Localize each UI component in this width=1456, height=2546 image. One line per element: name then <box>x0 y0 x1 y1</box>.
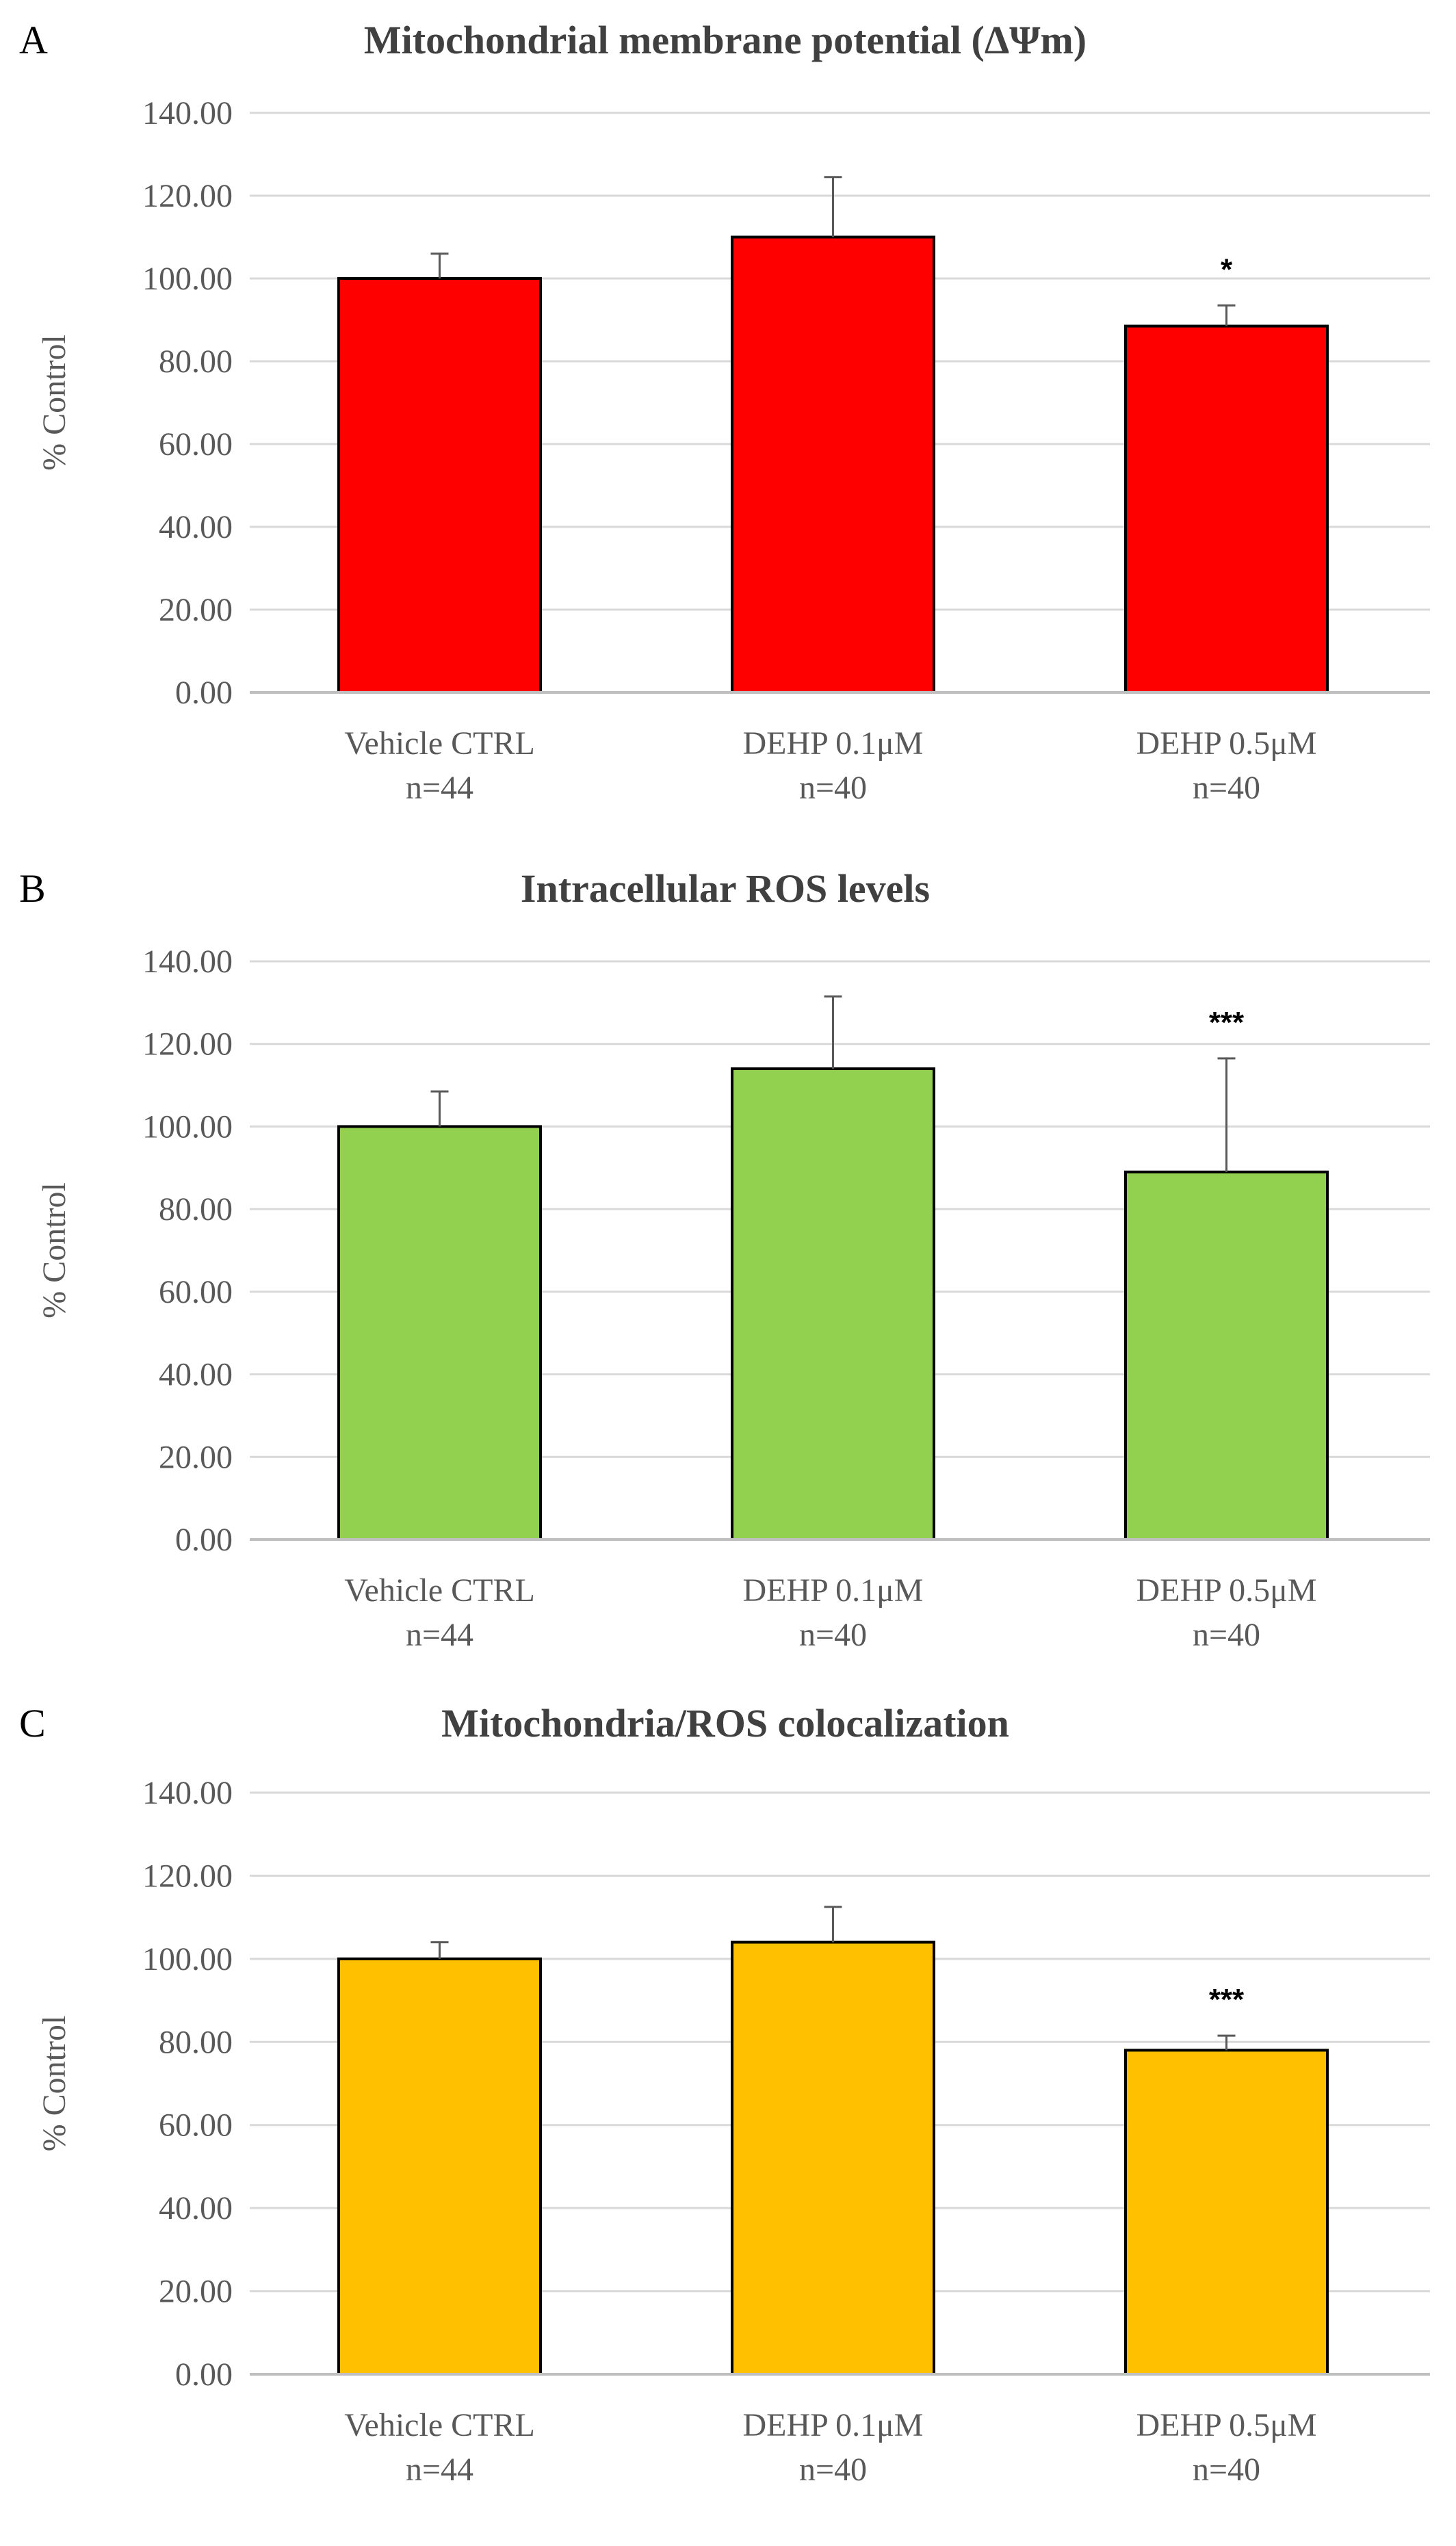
bar <box>337 277 542 694</box>
category-label: Vehicle CTRL <box>344 2407 535 2443</box>
error-bar <box>1217 2034 1236 2051</box>
error-bar <box>824 176 842 237</box>
error-bar <box>1217 304 1236 326</box>
panel-letter: B <box>19 866 46 911</box>
bar <box>731 235 935 694</box>
chart-title: Mitochondria/ROS colocalization <box>441 1701 1009 1745</box>
error-bar <box>430 252 449 278</box>
y-tick-label: 20.00 <box>159 1439 233 1475</box>
y-tick-label: 120.00 <box>142 1026 233 1063</box>
panel-letter: A <box>19 18 48 62</box>
chart-title: Intracellular ROS levels <box>521 866 930 911</box>
category-sample-size: n=44 <box>406 2452 473 2488</box>
category-label: Vehicle CTRL <box>344 1572 535 1609</box>
category-sample-size: n=40 <box>799 770 867 806</box>
bar <box>337 1957 542 2376</box>
category-label: DEHP 0.1μM <box>743 2407 924 2443</box>
error-bar <box>824 1906 842 1943</box>
chart-panel-c: C Mitochondria/ROS colocalization 0.00 20.0… <box>19 1701 1430 2488</box>
y-tick-label: 140.00 <box>142 944 233 980</box>
panel-letter: C <box>19 1701 46 1745</box>
chart-panel-b: B Intracellular ROS levels 0.00 20.00 40.00 6… <box>19 866 1430 1653</box>
y-axis-title: % Control <box>36 1182 73 1319</box>
category-label: DEHP 0.1μM <box>743 1572 924 1609</box>
chart-panel-a: A Mitochondrial membrane potential (ΔΨm) 0… <box>19 18 1430 806</box>
category-label: DEHP 0.5μM <box>1136 1572 1317 1609</box>
y-tick-label: 20.00 <box>159 2274 233 2310</box>
y-tick-label: 40.00 <box>159 1357 233 1393</box>
error-bar <box>824 995 842 1069</box>
y-tick-label: 60.00 <box>159 2107 233 2144</box>
significance-marker: * <box>1221 252 1233 286</box>
category-label: DEHP 0.5μM <box>1136 2407 1317 2443</box>
y-tick-label: 80.00 <box>159 2024 233 2060</box>
bar <box>337 1125 542 1541</box>
y-axis-title: % Control <box>36 2016 73 2152</box>
y-tick-label: 120.00 <box>142 178 233 214</box>
y-tick-label: 140.00 <box>142 95 233 131</box>
y-tick-label: 80.00 <box>159 1191 233 1227</box>
y-tick-label: 20.00 <box>159 592 233 628</box>
bar <box>1124 324 1329 694</box>
category-sample-size: n=40 <box>1193 770 1260 806</box>
bar <box>731 1067 935 1541</box>
y-tick-label: 140.00 <box>142 1775 233 1811</box>
y-tick-label: 120.00 <box>142 1858 233 1894</box>
category-label: DEHP 0.5μM <box>1136 725 1317 762</box>
category-sample-size: n=40 <box>1193 1617 1260 1653</box>
significance-marker: *** <box>1209 1006 1245 1039</box>
category-label: Vehicle CTRL <box>344 725 535 762</box>
y-tick-label: 100.00 <box>142 1108 233 1145</box>
error-bar <box>1217 1057 1236 1172</box>
chart-title: Mitochondrial membrane potential (ΔΨm) <box>364 18 1087 62</box>
bar <box>1124 1170 1329 1541</box>
y-axis-title: % Control <box>36 335 73 471</box>
y-tick-label: 0.00 <box>175 2356 233 2393</box>
y-tick-label: 60.00 <box>159 426 233 463</box>
y-tick-label: 0.00 <box>175 675 233 711</box>
significance-marker: *** <box>1209 1983 1245 2016</box>
y-tick-label: 40.00 <box>159 509 233 545</box>
y-tick-label: 0.00 <box>175 1522 233 1558</box>
y-tick-label: 100.00 <box>142 1941 233 1977</box>
category-sample-size: n=40 <box>799 2452 867 2488</box>
y-tick-label: 40.00 <box>159 2190 233 2226</box>
y-tick-label: 80.00 <box>159 343 233 380</box>
error-bar <box>430 1090 449 1127</box>
bar <box>731 1940 935 2376</box>
category-sample-size: n=40 <box>1193 2452 1260 2488</box>
y-tick-label: 100.00 <box>142 261 233 297</box>
category-sample-size: n=44 <box>406 1617 473 1653</box>
bar <box>1124 2049 1329 2376</box>
error-bar <box>430 1941 449 1959</box>
category-sample-size: n=44 <box>406 770 473 806</box>
category-label: DEHP 0.1μM <box>743 725 924 762</box>
y-tick-label: 60.00 <box>159 1274 233 1310</box>
category-sample-size: n=40 <box>799 1617 867 1653</box>
